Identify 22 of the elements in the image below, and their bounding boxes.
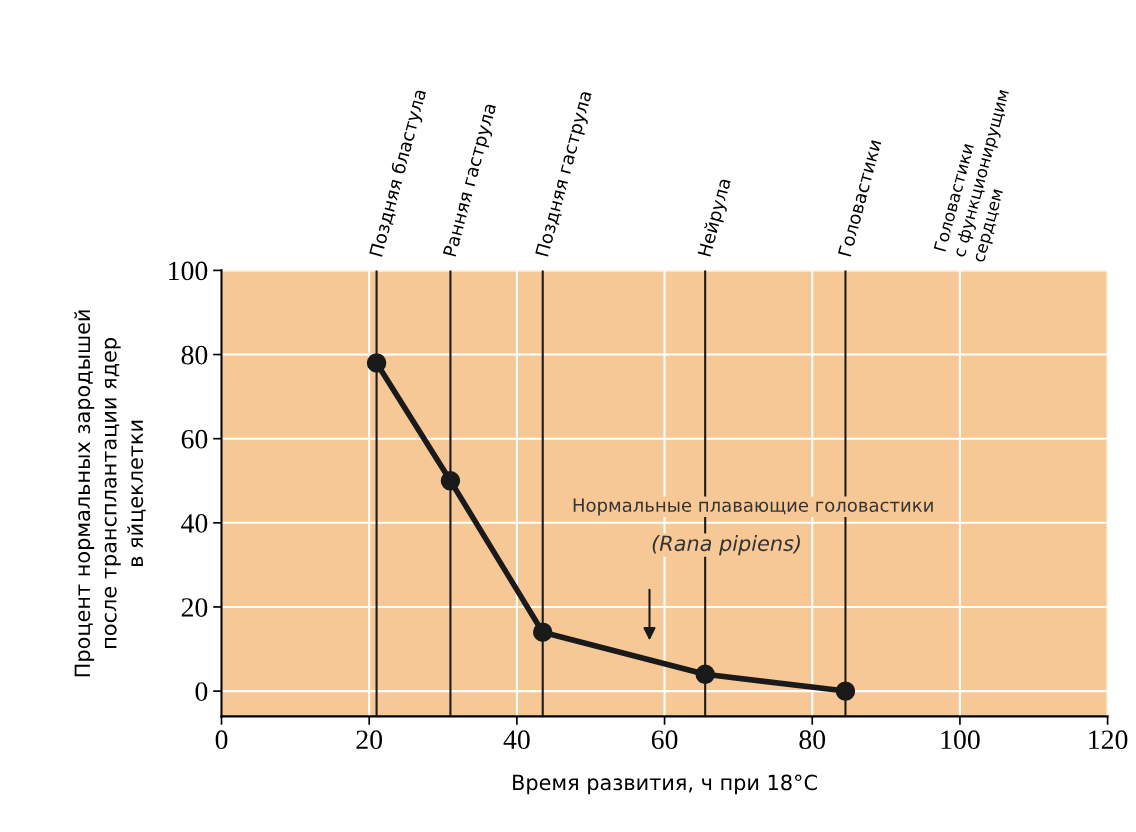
x-tick-label: 0	[215, 730, 228, 750]
y-axis-title: Процент нормальных зародышей после трансплантации ядер в яйцеклетки	[74, 310, 146, 677]
annotation: Нормальные плавающие головастики	[573, 498, 933, 516]
point	[835, 681, 856, 701]
x-tick-label: 120	[1089, 730, 1128, 750]
x-tick-label: 40	[503, 730, 530, 750]
point	[440, 471, 461, 491]
y-tick-label: 20	[181, 598, 208, 617]
y-tick-label: 60	[181, 429, 208, 449]
x-tick-label: 20	[356, 730, 383, 750]
y-tick-label: 100	[169, 261, 208, 281]
y-tick-label: 80	[181, 345, 208, 365]
point	[695, 664, 715, 685]
annotation: (Rana pipiens)	[652, 535, 800, 556]
point	[533, 622, 553, 642]
x-axis-title: Время развития, ч при 18°C	[513, 774, 817, 795]
x-tick-label: 80	[799, 730, 826, 750]
x-tick-label: 100	[941, 730, 980, 750]
y-tick-label: 40	[181, 513, 208, 533]
x-tick-label: 60	[651, 730, 678, 750]
point	[366, 353, 387, 373]
y-tick-label: 0	[195, 682, 208, 702]
